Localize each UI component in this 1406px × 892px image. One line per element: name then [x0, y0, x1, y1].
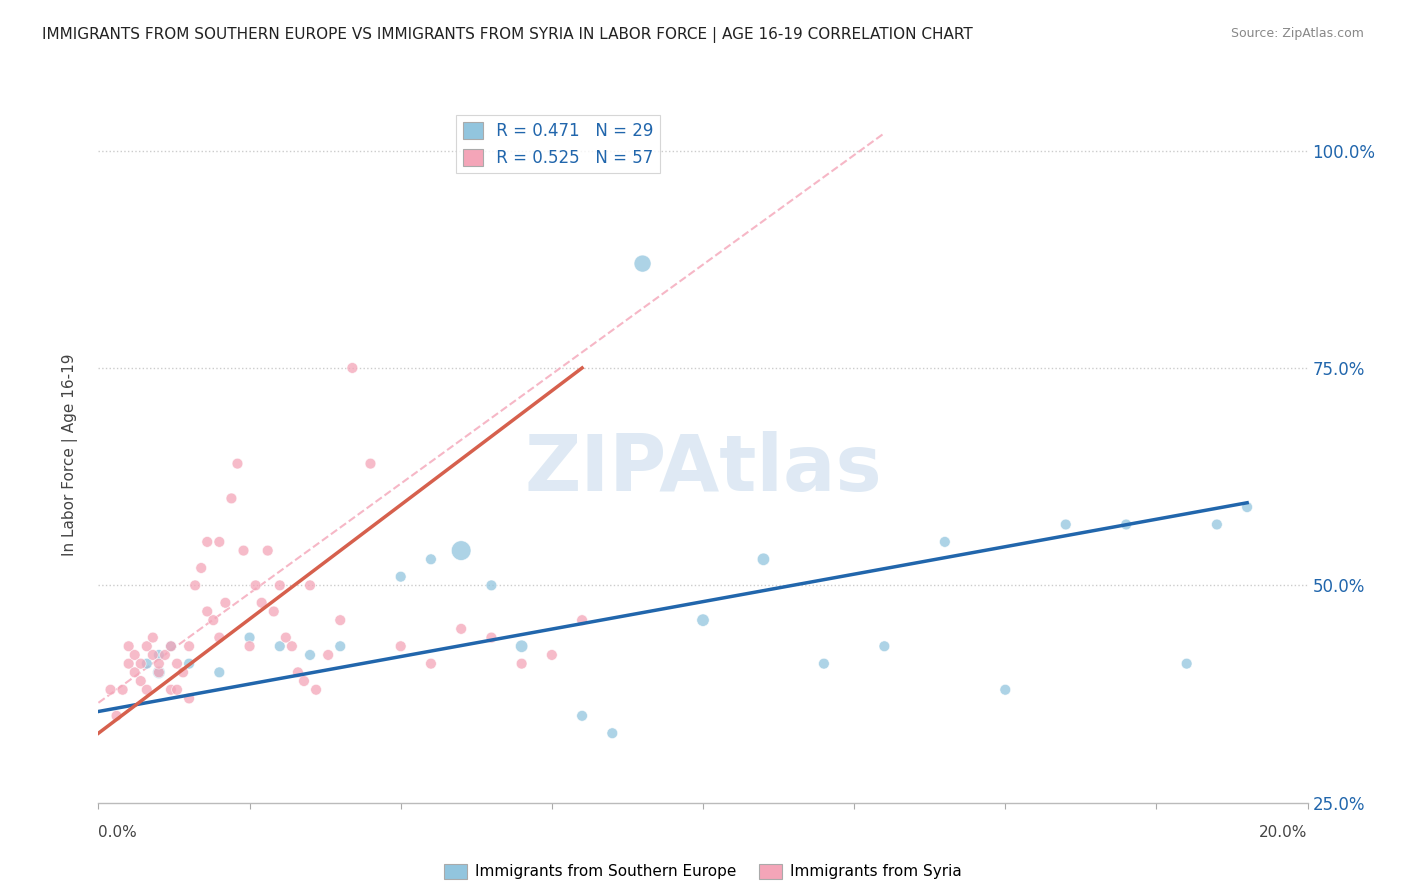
Point: [208, 534, 231, 549]
Point: [148, 665, 170, 680]
Legend:  R = 0.471   N = 29,  R = 0.525   N = 57: R = 0.471 N = 29, R = 0.525 N = 57: [456, 115, 659, 173]
Point: [329, 639, 352, 653]
Point: [179, 639, 201, 653]
Point: [450, 622, 472, 636]
Point: [239, 631, 262, 645]
Point: [287, 665, 309, 680]
Point: [124, 648, 146, 662]
Point: [329, 613, 352, 627]
Point: [135, 657, 157, 671]
Point: [299, 578, 322, 592]
Point: [269, 578, 291, 592]
Point: [631, 257, 654, 271]
Point: [202, 613, 225, 627]
Point: [305, 682, 328, 697]
Point: [481, 631, 503, 645]
Point: [274, 631, 297, 645]
Y-axis label: In Labor Force | Age 16-19: In Labor Force | Age 16-19: [62, 353, 77, 557]
Point: [510, 657, 533, 671]
Point: [153, 648, 176, 662]
Point: [281, 639, 304, 653]
Point: [571, 613, 593, 627]
Point: [118, 657, 141, 671]
Point: [142, 648, 165, 662]
Point: [873, 639, 896, 653]
Point: [256, 543, 278, 558]
Point: [1175, 657, 1198, 671]
Point: [179, 657, 201, 671]
Point: [148, 648, 170, 662]
Point: [148, 657, 170, 671]
Point: [195, 605, 218, 619]
Point: [420, 552, 443, 566]
Point: [124, 665, 146, 680]
Point: [450, 543, 472, 558]
Point: [342, 360, 364, 375]
Point: [360, 457, 382, 471]
Point: [190, 561, 212, 575]
Point: [994, 682, 1017, 697]
Point: [221, 491, 243, 506]
Point: [179, 691, 201, 706]
Point: [166, 657, 188, 671]
Point: [129, 657, 152, 671]
Point: [160, 682, 183, 697]
Point: [226, 457, 249, 471]
Point: [571, 708, 593, 723]
Point: [160, 639, 183, 653]
Point: [292, 674, 315, 689]
Point: [1054, 517, 1077, 532]
Point: [166, 682, 188, 697]
Point: [934, 534, 956, 549]
Point: [481, 578, 503, 592]
Point: [389, 570, 412, 584]
Point: [245, 578, 267, 592]
Point: [232, 543, 254, 558]
Point: [299, 648, 322, 662]
Point: [208, 631, 231, 645]
Point: [148, 665, 170, 680]
Point: [135, 682, 157, 697]
Point: [263, 605, 285, 619]
Point: [420, 657, 443, 671]
Text: IMMIGRANTS FROM SOUTHERN EUROPE VS IMMIGRANTS FROM SYRIA IN LABOR FORCE | AGE 16: IMMIGRANTS FROM SOUTHERN EUROPE VS IMMIG…: [42, 27, 973, 43]
Point: [129, 674, 152, 689]
Point: [602, 726, 624, 740]
Text: ZIPAtlas: ZIPAtlas: [524, 431, 882, 507]
Point: [105, 708, 128, 723]
Point: [142, 631, 165, 645]
Point: [1206, 517, 1229, 532]
Point: [118, 639, 141, 653]
Point: [100, 682, 122, 697]
Point: [160, 639, 183, 653]
Point: [389, 639, 412, 653]
Point: [813, 657, 835, 671]
Text: Source: ZipAtlas.com: Source: ZipAtlas.com: [1230, 27, 1364, 40]
Point: [111, 682, 134, 697]
Point: [239, 639, 262, 653]
Point: [540, 648, 562, 662]
Point: [208, 665, 231, 680]
Point: [510, 639, 533, 653]
Point: [250, 596, 273, 610]
Text: 20.0%: 20.0%: [1260, 825, 1308, 840]
Point: [1115, 517, 1137, 532]
Point: [752, 552, 775, 566]
Point: [1236, 500, 1258, 514]
Text: 0.0%: 0.0%: [98, 825, 138, 840]
Point: [172, 665, 194, 680]
Point: [692, 613, 714, 627]
Point: [214, 596, 236, 610]
Point: [135, 639, 157, 653]
Point: [184, 578, 207, 592]
Point: [269, 639, 291, 653]
Point: [195, 534, 218, 549]
Point: [316, 648, 339, 662]
